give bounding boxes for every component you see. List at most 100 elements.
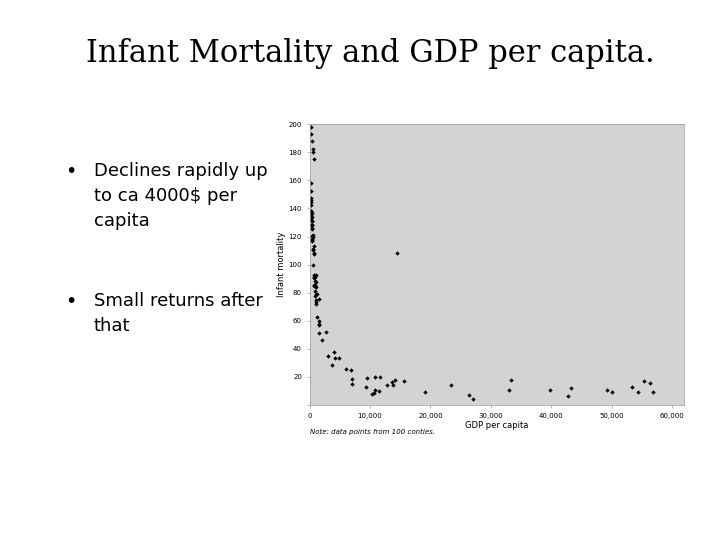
Point	[606, 388, 617, 397]
Point	[310, 278, 322, 287]
Point	[310, 300, 322, 308]
Point	[310, 298, 321, 306]
Point	[312, 294, 324, 303]
Point	[419, 388, 431, 396]
Point	[467, 395, 479, 403]
Point	[308, 250, 320, 259]
Point	[310, 282, 321, 291]
Point	[369, 386, 381, 394]
Point	[306, 237, 318, 246]
Point	[305, 196, 317, 205]
Point	[307, 233, 318, 241]
Point	[310, 292, 321, 301]
Point	[310, 296, 321, 305]
Point	[626, 383, 638, 391]
Point	[307, 231, 318, 240]
Point	[329, 354, 341, 362]
Point	[306, 217, 318, 225]
Point	[346, 380, 358, 388]
Point	[306, 217, 318, 225]
Point	[307, 235, 318, 244]
Point	[305, 206, 317, 215]
Point	[305, 198, 317, 207]
Point	[310, 271, 322, 279]
Point	[305, 201, 317, 210]
Point	[308, 248, 320, 257]
Point	[381, 381, 392, 390]
Point	[306, 208, 318, 217]
Point	[647, 387, 659, 396]
Point	[369, 388, 380, 397]
Point	[346, 366, 357, 374]
Point	[309, 287, 320, 295]
Point	[308, 155, 320, 164]
Y-axis label: Infant mortality: Infant mortality	[276, 232, 286, 298]
Point	[360, 383, 372, 391]
Point	[389, 376, 400, 384]
Point	[310, 272, 321, 281]
X-axis label: GDP per capita: GDP per capita	[465, 421, 528, 430]
Point	[562, 392, 574, 400]
Point	[329, 348, 341, 356]
Point	[361, 374, 373, 382]
Point	[305, 194, 317, 202]
Point	[307, 148, 319, 157]
Point	[307, 261, 319, 269]
Point	[445, 381, 456, 389]
Point	[374, 373, 386, 381]
Text: Note: data points from 100 conties.: Note: data points from 100 conties.	[310, 429, 435, 435]
Point	[544, 386, 556, 394]
Point	[387, 381, 399, 389]
Point	[316, 335, 328, 344]
Point	[632, 388, 644, 396]
Point	[386, 377, 397, 386]
Point	[305, 209, 317, 218]
Point	[644, 379, 656, 387]
Point	[333, 354, 345, 362]
Point	[308, 281, 320, 289]
Point	[312, 313, 323, 321]
Point	[309, 282, 320, 291]
Text: •: •	[65, 292, 76, 310]
Point	[505, 376, 517, 384]
Point	[306, 211, 318, 220]
Point	[306, 234, 318, 243]
Point	[306, 130, 318, 138]
Text: Infant Mortality and GDP per capita.: Infant Mortality and GDP per capita.	[86, 38, 655, 69]
Point	[307, 225, 318, 233]
Point	[600, 385, 612, 394]
Point	[309, 282, 320, 291]
Point	[307, 220, 318, 229]
Point	[307, 224, 318, 233]
Point	[314, 328, 325, 337]
Text: •: •	[65, 162, 76, 181]
Point	[323, 352, 334, 361]
Point	[392, 249, 403, 258]
Point	[307, 145, 318, 154]
Point	[310, 277, 321, 286]
Point	[305, 186, 317, 195]
Point	[320, 328, 331, 336]
Point	[308, 274, 320, 282]
Point	[305, 215, 317, 224]
Point	[639, 376, 650, 385]
Text: Declines rapidly up
to ca 4000$ per
capita: Declines rapidly up to ca 4000$ per capi…	[94, 162, 267, 230]
Point	[565, 384, 577, 393]
Point	[366, 389, 377, 398]
Point	[306, 221, 318, 230]
Point	[307, 246, 319, 254]
Text: Small returns after
that: Small returns after that	[94, 292, 263, 335]
Point	[503, 385, 515, 394]
Point	[311, 289, 323, 298]
Point	[305, 178, 316, 187]
Point	[398, 377, 410, 386]
Point	[307, 231, 318, 240]
Point	[308, 271, 320, 279]
Point	[313, 321, 325, 329]
Point	[309, 280, 320, 289]
Point	[305, 123, 317, 131]
Point	[374, 386, 385, 395]
Point	[313, 317, 325, 326]
Point	[369, 373, 381, 381]
Point	[341, 364, 352, 373]
